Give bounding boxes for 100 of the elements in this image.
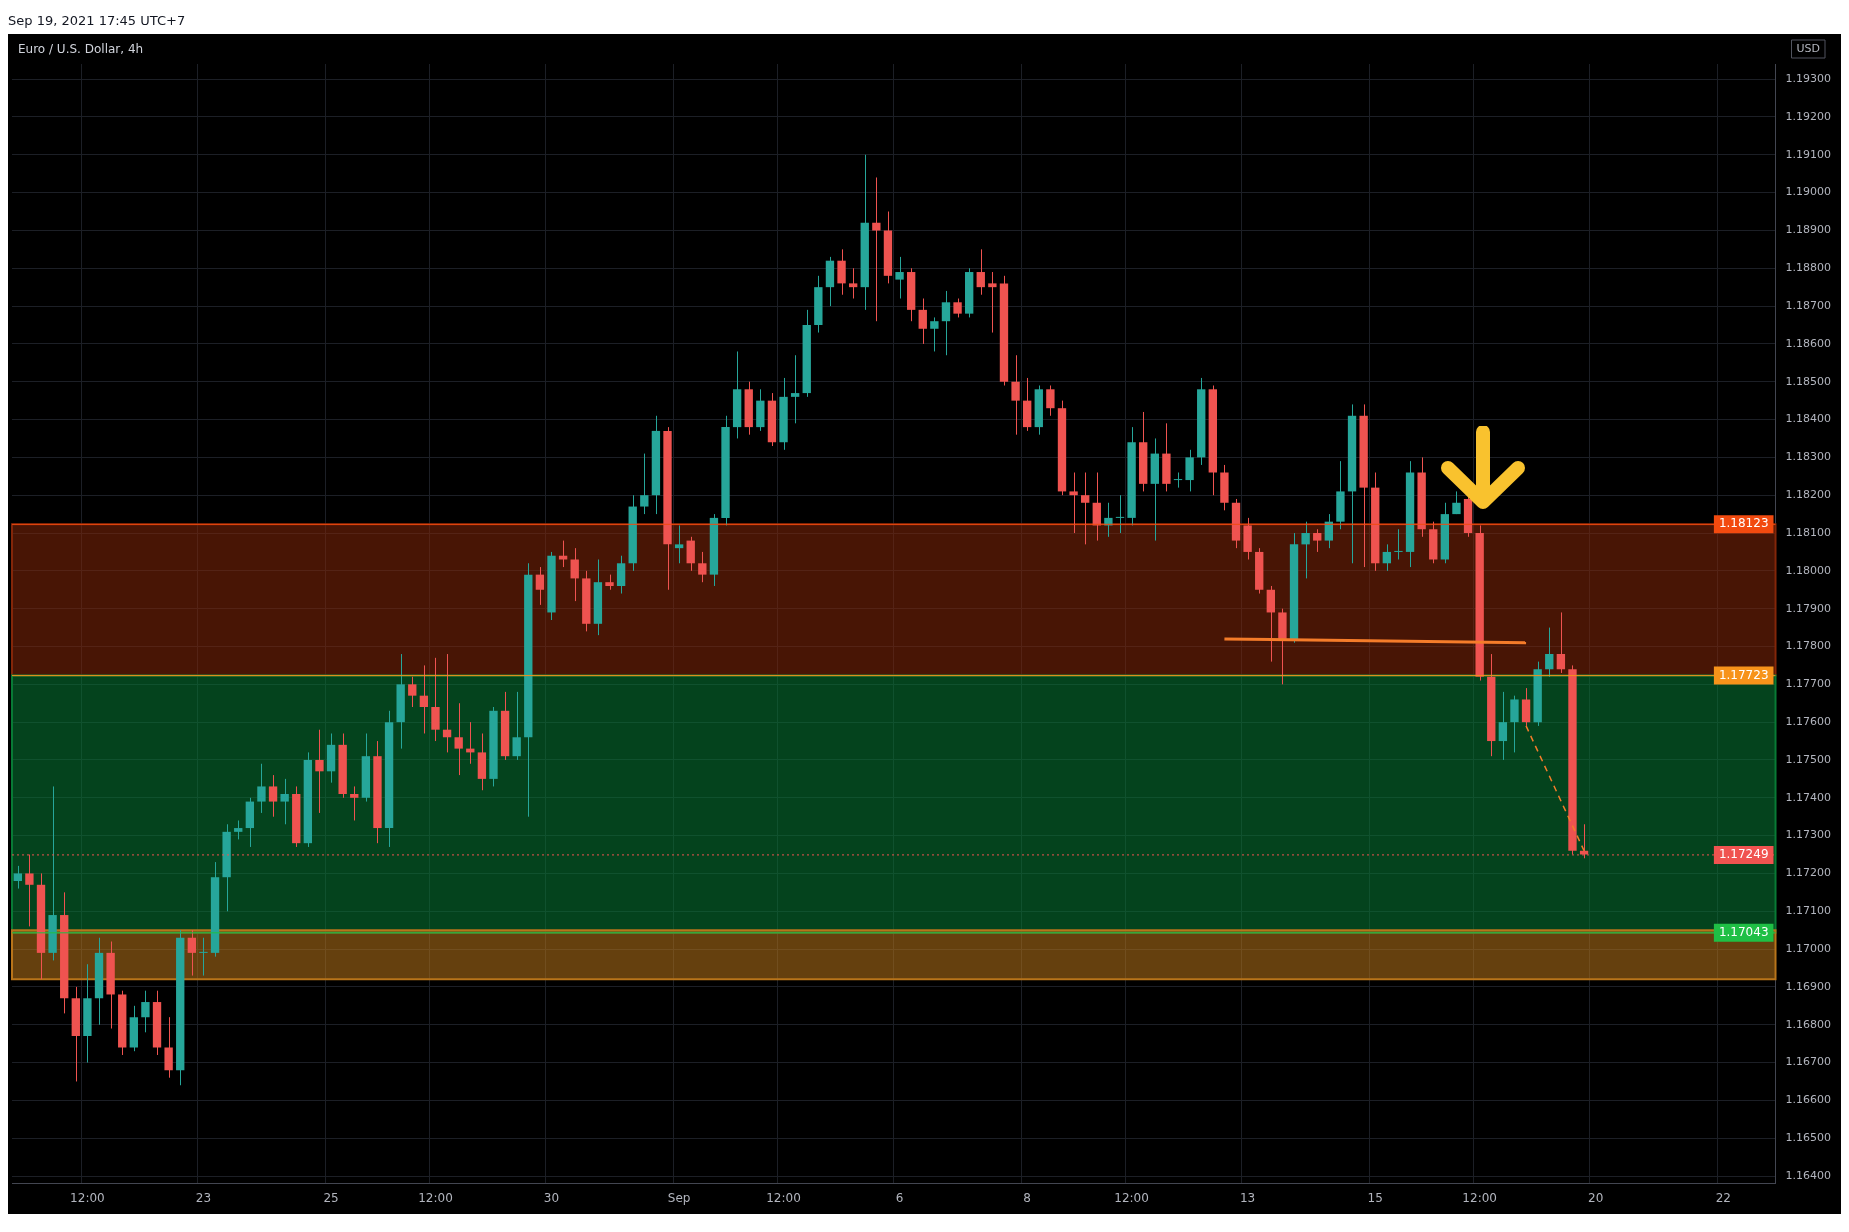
candlestick [350,785,359,821]
y-tick-label: 1.19000 [1785,185,1832,199]
candlestick [988,271,997,334]
candlestick [698,551,707,583]
y-tick-label: 1.17900 [1785,601,1832,615]
candlestick [13,865,22,890]
candlestick [1115,494,1125,534]
x-tick-label: 22 [1715,1190,1731,1205]
candlestick [257,763,266,814]
x-tick-label: 12:00 [766,1190,801,1205]
candlestick [848,267,858,300]
candlestick [1046,385,1055,417]
x-tick-label: 13 [1239,1190,1256,1205]
y-tick-label: 1.16500 [1785,1131,1832,1145]
x-tick-label: 25 [323,1190,339,1205]
candlestick [431,657,440,742]
y-tick-label: 1.18600 [1785,336,1832,350]
y-tick-label: 1.17100 [1785,904,1832,918]
candlestick [512,691,521,761]
candlestick [616,555,626,595]
candlestick [1301,521,1310,579]
x-tick-label: 6 [895,1190,904,1205]
candlestick [686,536,695,572]
candlestick [535,566,545,606]
y-tick-label: 1.18100 [1785,525,1832,539]
y-tick-label: 1.17200 [1785,866,1832,880]
candlestick [1313,528,1322,553]
text: Sep 19, 2021 17:45 UTC+7 [8,13,186,28]
y-tick-label: 1.19300 [1785,71,1832,85]
ref-line-label: 1.17723 [1718,667,1769,682]
y-tick-label: 1.16600 [1785,1093,1832,1107]
y-tick-label: 1.17800 [1785,639,1832,653]
candlestick [280,778,289,825]
y-axis-title: USD [1796,41,1821,55]
ref-line-label: 1.17043 [1718,924,1769,939]
candlestick [1521,687,1531,727]
candlestick [837,248,846,296]
x-tick-label: 8 [1023,1190,1031,1205]
y-tick-label: 1.18000 [1785,563,1832,577]
candlestick [1556,611,1566,674]
candlestick [1510,695,1519,753]
candlestick [918,298,927,345]
candlestick [790,354,800,424]
candlestick [1394,528,1403,560]
candlestick [1324,513,1334,549]
x-tick-label: 30 [543,1190,560,1205]
x-tick-label: 12:00 [1462,1190,1497,1205]
candlestick [976,248,985,296]
candlestick [268,774,278,818]
y-tick-label: 1.18400 [1785,412,1832,426]
x-tick-label: 15 [1367,1190,1383,1205]
candlestick [187,929,197,977]
y-tick-label: 1.18900 [1785,223,1832,237]
y-tick-label: 1.17500 [1785,752,1832,766]
y-tick-label: 1.18300 [1785,450,1832,464]
candlestick [930,316,939,352]
x-tick-label: 12:00 [418,1190,453,1205]
candlestick [141,990,150,1033]
candlestick [1185,449,1194,492]
candlestick [1173,472,1183,489]
y-tick-label: 1.18500 [1785,374,1832,388]
candlestick [1545,627,1554,678]
y-tick-label: 1.17300 [1785,828,1832,842]
candlestick [1266,585,1275,663]
y-tick-label: 1.17400 [1785,790,1832,804]
candlestick [1011,354,1020,436]
y-tick-label: 1.18700 [1785,298,1832,312]
candlestick [1069,472,1078,534]
x-tick-label: 23 [195,1190,212,1205]
candlestick [234,819,243,840]
y-tick-label: 1.17600 [1785,715,1832,728]
candlestick [1081,472,1090,545]
candlestick [570,547,579,602]
x-tick-label: 20 [1588,1190,1604,1205]
y-tick-label: 1.16800 [1785,1017,1832,1031]
y-tick-label: 1.17000 [1785,941,1832,955]
candlestick [315,729,324,814]
candlestick [1498,691,1508,761]
y-tick-label: 1.16400 [1785,1168,1832,1182]
y-tick-label: 1.16700 [1785,1055,1832,1069]
candlestick [953,298,962,318]
candlestick [164,1016,173,1079]
y-tick-label: 1.17700 [1785,677,1832,691]
ref-line-label: 1.17249 [1718,847,1769,862]
candlestick [941,290,951,356]
chart-title: Euro / U.S. Dollar, 4h [18,42,144,56]
y-tick-label: 1.16900 [1785,979,1832,993]
candlestick [895,256,904,300]
candlestick [1382,543,1392,572]
candlestick [199,937,208,977]
x-tick-label: 12:00 [70,1190,105,1205]
ref-line-label: 1.18123 [1718,516,1769,531]
candlestick [640,453,649,515]
y-tick-label: 1.18800 [1785,261,1832,275]
x-tick-label: Sep [667,1190,691,1205]
y-tick-label: 1.19100 [1785,147,1832,161]
y-tick-label: 1.18200 [1785,488,1832,502]
candlestick [408,676,417,708]
candlestick [454,702,463,776]
x-tick-label: 12:00 [1114,1190,1149,1205]
